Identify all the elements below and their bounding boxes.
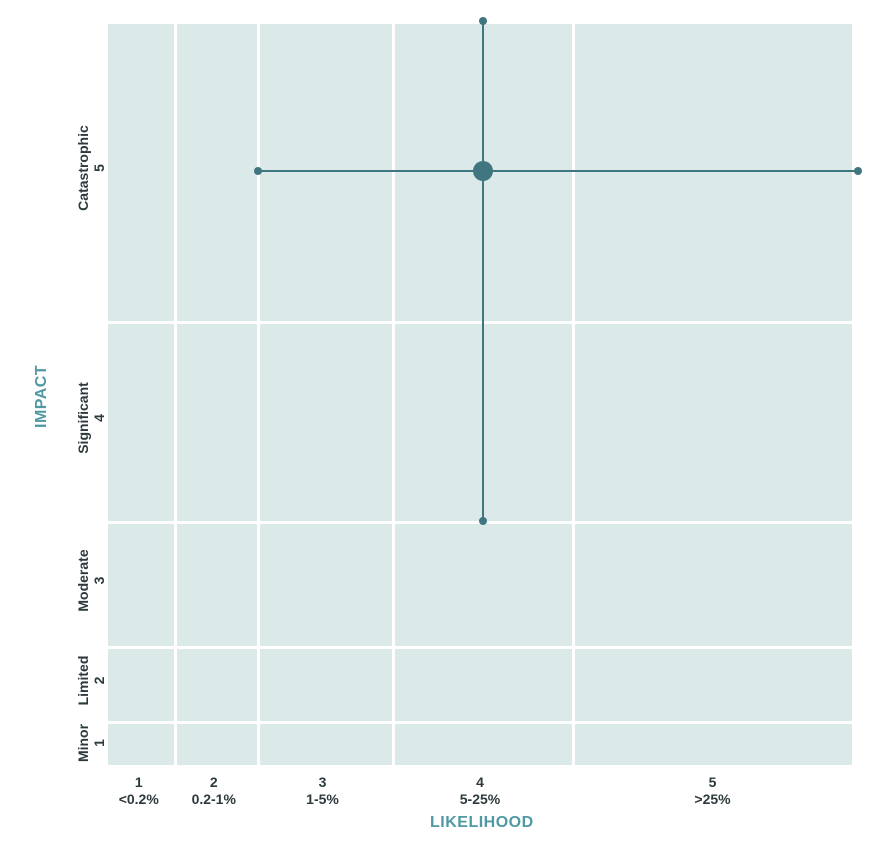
grid-col-line bbox=[572, 21, 575, 765]
x-error-cap-low bbox=[254, 167, 262, 175]
y-tick-label: Moderate3 bbox=[75, 518, 107, 643]
y-axis-title: IMPACT bbox=[33, 365, 51, 428]
grid-col-line bbox=[174, 21, 177, 765]
x-error-bar bbox=[258, 170, 858, 173]
y-error-bar bbox=[482, 21, 485, 521]
x-tick-label: 5>25% bbox=[570, 774, 855, 808]
y-tick-label: Significant4 bbox=[75, 318, 107, 518]
y-tick-label: Limited2 bbox=[75, 643, 107, 718]
plot-area bbox=[105, 18, 855, 768]
x-tick-label: 20.2-1% bbox=[173, 774, 256, 808]
y-tick-label: Catastrophic5 bbox=[75, 18, 107, 318]
y-tick-label: Minor1 bbox=[75, 718, 107, 768]
x-error-cap-high bbox=[854, 167, 862, 175]
risk-matrix-chart: IMPACT LIKELIHOOD Minor1Limited2Moderate… bbox=[0, 0, 886, 864]
y-error-cap-high bbox=[479, 17, 487, 25]
grid-row bbox=[108, 646, 852, 721]
data-point bbox=[473, 161, 493, 181]
x-axis-title: LIKELIHOOD bbox=[430, 814, 534, 832]
x-tick-label: 1<0.2% bbox=[105, 774, 173, 808]
x-tick-label: 45-25% bbox=[390, 774, 570, 808]
x-tick-label: 31-5% bbox=[255, 774, 390, 808]
grid-row bbox=[108, 321, 852, 521]
grid-col-line bbox=[392, 21, 395, 765]
grid-row bbox=[108, 521, 852, 646]
grid-col-line bbox=[257, 21, 260, 765]
y-error-cap-low bbox=[479, 517, 487, 525]
grid-row bbox=[108, 721, 852, 771]
